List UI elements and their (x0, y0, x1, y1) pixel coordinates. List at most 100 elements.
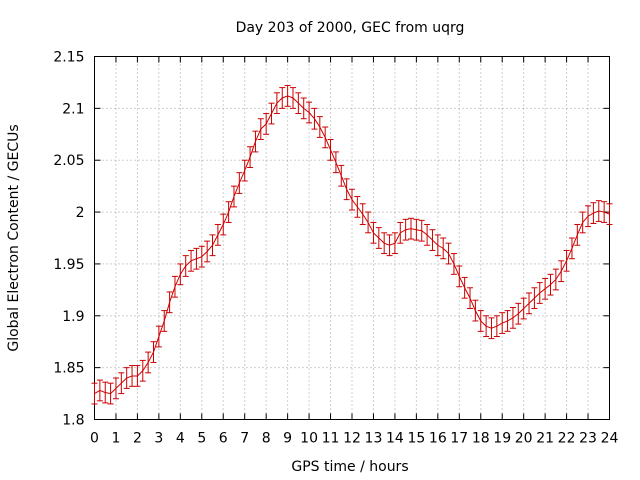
data-point (467, 287, 474, 310)
data-point (134, 365, 141, 387)
x-tick-label: 0 (90, 431, 99, 447)
data-point (402, 218, 409, 241)
data-point (306, 101, 313, 124)
data-point (338, 164, 345, 187)
data-point (112, 377, 119, 400)
data-point (198, 245, 205, 268)
data-point (488, 317, 495, 340)
data-point (536, 282, 543, 304)
data-point (257, 118, 264, 140)
data-point (424, 224, 431, 246)
data-point (118, 372, 125, 395)
data-point (252, 130, 259, 153)
data-point (359, 203, 366, 226)
plot-frame (94, 56, 610, 420)
y-tick-label: 2 (76, 205, 85, 221)
x-tick-label: 8 (262, 431, 271, 447)
data-point (123, 367, 130, 389)
data-point (295, 92, 302, 115)
data-point (568, 237, 575, 260)
data-point (601, 201, 608, 223)
data-point (585, 205, 592, 228)
data-point (547, 273, 554, 296)
data-point (204, 240, 211, 263)
data-point (526, 292, 533, 315)
data-point (579, 211, 586, 234)
data-point (370, 221, 377, 244)
data-point (434, 234, 441, 257)
data-point (268, 102, 275, 125)
y-tick-label: 1.9 (62, 309, 84, 325)
data-point (520, 297, 527, 320)
data-point (332, 151, 339, 174)
data-point (311, 107, 318, 130)
y-tick-label: 1.85 (53, 361, 84, 377)
data-point (316, 116, 323, 138)
data-point (214, 224, 221, 246)
data-point (542, 277, 549, 300)
data-point (375, 227, 382, 249)
data-point (289, 87, 296, 109)
data-point (129, 365, 136, 387)
x-tick-label: 23 (579, 431, 597, 447)
data-point (472, 299, 479, 322)
data-point (574, 224, 581, 246)
data-point (349, 188, 355, 211)
x-tick-label: 3 (154, 431, 163, 447)
data-point (225, 201, 232, 223)
data-point (155, 325, 162, 348)
data-point (161, 310, 168, 332)
x-tick-label: 24 (601, 431, 619, 447)
data-point (531, 287, 538, 310)
data-point (429, 229, 436, 251)
y-tick-labels: 1.8 1.85 1.9 1.95 2 2.05 2.1 2.15 (53, 50, 84, 429)
data-point (563, 249, 570, 272)
data-point (247, 146, 254, 168)
data-point (230, 185, 237, 208)
x-tick-label: 2 (133, 431, 142, 447)
data-point (166, 291, 173, 314)
y-tick-label: 2.05 (53, 153, 84, 169)
data-point (477, 310, 484, 332)
data-point (483, 315, 490, 338)
data-point (504, 310, 511, 332)
data-point (322, 126, 329, 149)
data-point (606, 203, 613, 226)
x-tick-label: 11 (322, 431, 340, 447)
data-point (461, 276, 468, 299)
data-point (241, 159, 248, 182)
data-point (263, 113, 270, 135)
data-point (515, 302, 522, 325)
data-point (418, 219, 425, 242)
data-point (220, 213, 227, 236)
x-tick-label: 7 (240, 431, 249, 447)
x-tick-label: 14 (386, 431, 404, 447)
data-point (381, 232, 388, 255)
data-point (236, 172, 243, 194)
y-tick-label: 1.95 (53, 257, 84, 273)
data-point (440, 237, 447, 260)
data-point (91, 382, 98, 405)
x-tick-label: 4 (176, 431, 185, 447)
x-tick-label: 19 (493, 431, 511, 447)
data-point (171, 275, 178, 298)
x-tick-label: 18 (472, 431, 490, 447)
data-point (209, 234, 216, 257)
x-tick-label: 21 (536, 431, 554, 447)
data-point (300, 97, 307, 120)
data-point (445, 242, 452, 265)
x-tick-label: 17 (450, 431, 468, 447)
data-point (499, 312, 506, 334)
data-point (279, 87, 286, 109)
x-tick-label: 15 (407, 431, 425, 447)
data-point (365, 211, 372, 234)
data-point (284, 85, 291, 107)
data-point (354, 196, 361, 218)
data-point (493, 315, 500, 338)
data-point (188, 249, 195, 272)
y-tick-label: 2.15 (53, 50, 84, 66)
chart-title: Day 203 of 2000, GEC from uqrg (236, 20, 465, 36)
data-point (595, 200, 602, 222)
x-tick-label: 13 (365, 431, 383, 447)
